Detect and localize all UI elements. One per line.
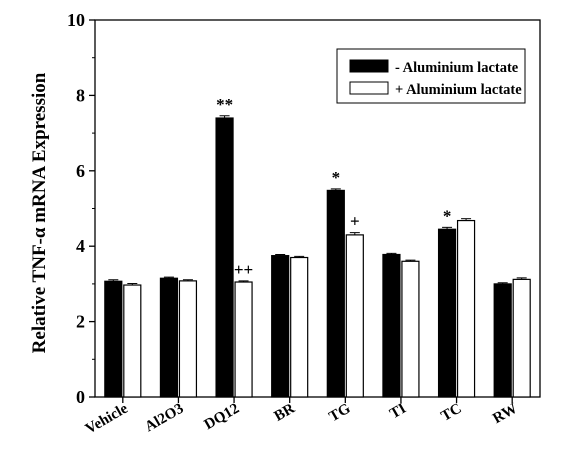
- bar: [345, 234, 364, 398]
- bar: [437, 228, 457, 398]
- bar: [456, 219, 476, 398]
- bar: [104, 280, 123, 398]
- significance-label: +: [350, 212, 360, 231]
- x-tick-label: TI: [387, 401, 409, 423]
- y-tick-label: 2: [76, 312, 85, 332]
- y-tick-label: 0: [76, 387, 85, 407]
- bar: [159, 277, 179, 398]
- bar: [123, 284, 142, 398]
- y-tick-label: 10: [67, 10, 85, 30]
- bar: [215, 117, 234, 398]
- legend-label: - Aluminium lactate: [395, 60, 519, 76]
- bar: [401, 260, 420, 398]
- y-axis-label: Relative TNF-α mRNA Expression: [29, 72, 50, 353]
- legend-swatch: [349, 59, 389, 73]
- bar: [512, 278, 531, 398]
- bar: [493, 283, 512, 398]
- significance-label: *: [332, 168, 341, 187]
- x-tick-label: DQ12: [202, 401, 242, 434]
- bar: [271, 255, 290, 398]
- significance-label: **: [216, 95, 233, 114]
- bar: [178, 280, 198, 398]
- x-tick-label: TC: [439, 401, 465, 425]
- y-tick-label: 8: [76, 85, 85, 105]
- significance-label: ++: [234, 260, 253, 279]
- chart-bars: ** ++ * + *: [104, 95, 531, 398]
- bar: [234, 281, 253, 398]
- y-tick-label: 6: [76, 161, 85, 181]
- legend-swatch: [349, 81, 389, 95]
- bar: [290, 256, 309, 398]
- x-tick-label: Al2O3: [142, 401, 186, 436]
- x-tick-label: TG: [327, 400, 354, 425]
- x-tick-label: BR: [272, 401, 298, 425]
- bar: [382, 253, 401, 398]
- chart-legend: - Aluminium lactate + Aluminium lactate: [336, 48, 526, 104]
- legend-label: + Aluminium lactate: [395, 82, 522, 98]
- y-tick-label: 4: [76, 236, 85, 256]
- x-tick-label: Vehicle: [83, 400, 131, 437]
- significance-label: *: [443, 206, 452, 225]
- bar: [326, 189, 345, 398]
- x-tick-label: RW: [490, 401, 520, 428]
